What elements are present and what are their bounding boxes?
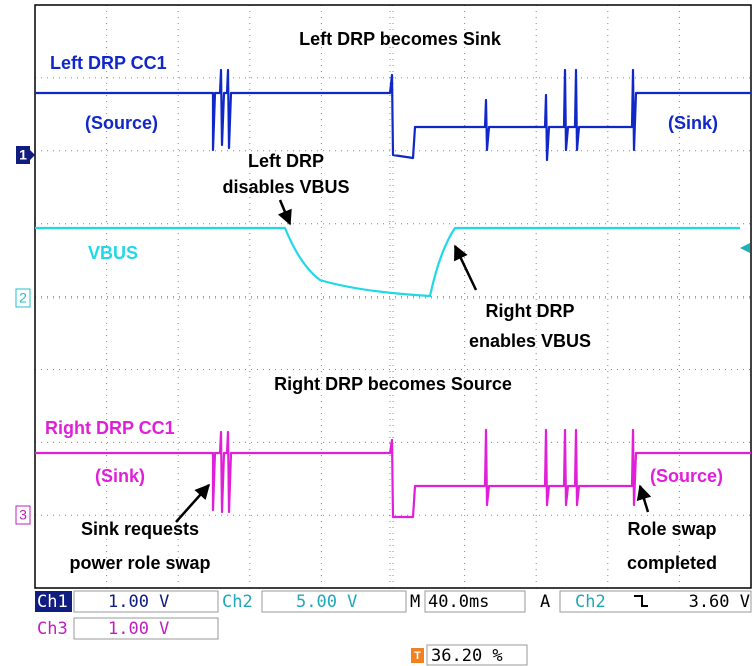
ch1-name: Left DRP CC1 [50, 53, 167, 73]
timebase: 40.0ms [428, 592, 489, 612]
ch1-left-state: (Source) [85, 113, 158, 133]
ch1-label: Ch1 [37, 592, 68, 612]
ch2-scale: 5.00 V [296, 592, 357, 612]
bottom-title: Right DRP becomes Source [274, 374, 512, 394]
scope-screen: 1 2 3 Left DRP becomes Sink Left DRP CC1… [0, 0, 753, 666]
trigger-source: Ch2 [575, 592, 606, 612]
ch1-scale: 1.00 V [108, 592, 169, 612]
ch1-right-state: (Sink) [668, 113, 718, 133]
ch2-label: Ch2 [222, 592, 253, 612]
left-disable-line2: disables VBUS [222, 177, 349, 197]
sink-request-line1: Sink requests [81, 519, 199, 539]
right-enable-line1: Right DRP [486, 301, 575, 321]
ch3-left-state: (Sink) [95, 466, 145, 486]
left-disable-line1: Left DRP [248, 151, 324, 171]
trigger-mode: A [540, 592, 550, 612]
ch2-marker-label: 2 [19, 290, 27, 306]
swap-done-line2: completed [627, 553, 717, 573]
ch1-marker-label: 1 [19, 147, 27, 163]
ch3-right-state: (Source) [650, 466, 723, 486]
trigger-level: 3.60 V [689, 592, 750, 612]
vbus-name: VBUS [88, 243, 138, 263]
timebase-label: M [410, 592, 420, 612]
trigger-position-icon-label: T [414, 650, 421, 662]
ch3-scale: 1.00 V [108, 619, 169, 639]
sink-request-line2: power role swap [69, 553, 210, 573]
ch3-name: Right DRP CC1 [45, 418, 175, 438]
trigger-position: 36.20 % [431, 646, 503, 666]
ch3-marker-label: 3 [19, 507, 27, 523]
swap-done-line1: Role swap [627, 519, 716, 539]
right-enable-line2: enables VBUS [469, 331, 591, 351]
top-title: Left DRP becomes Sink [299, 29, 502, 49]
ch3-label: Ch3 [37, 619, 68, 639]
